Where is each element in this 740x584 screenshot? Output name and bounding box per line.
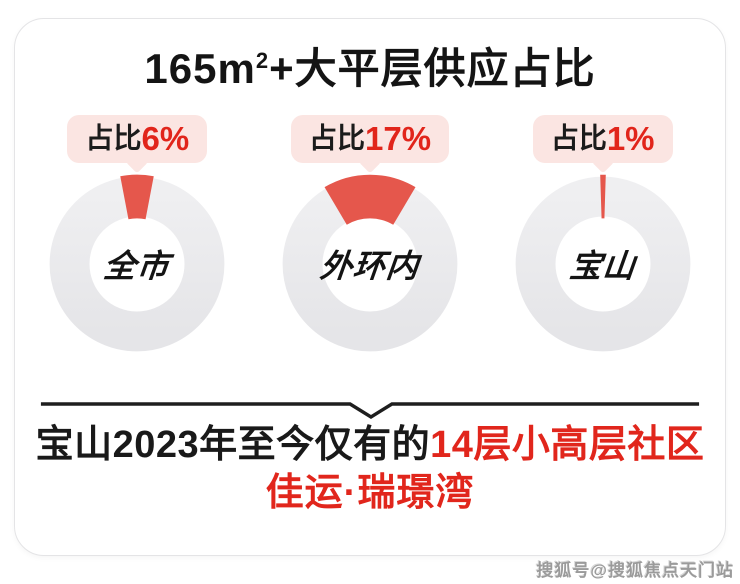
callout-prefix-label: 占比 [85,122,142,154]
donut-segment [48,174,227,354]
title-prefix: 165m [144,45,256,92]
watermark: 搜狐号@搜狐焦点天门站 [536,561,734,580]
donut-center-label: 宝山 [567,248,638,285]
divider-line [40,402,700,420]
callout-prefix-label: 占比 [308,122,365,154]
caption-line-1: 宝山2023年至今仅有的14层小高层社区 [15,423,725,468]
donut-chart: 全市 [42,169,232,359]
title-superscript: 2 [255,48,270,73]
callout-bubble: 占比1% [532,115,673,164]
chart-group-citywide: 占比6% 全市 [21,115,254,359]
caption-black-text: 宝山2023年至今仅有的 [35,424,431,467]
donut-segment [513,174,692,354]
caption-block: 宝山2023年至今仅有的14层小高层社区 佳运·瑞璟湾 [15,423,725,516]
donut-svg [280,174,460,354]
callout-value: 1% [606,120,655,158]
chart-group-baoshan: 占比1% 宝山 [486,115,719,359]
callout-bubble: 占比6% [67,115,208,164]
donut-segment [280,174,460,354]
callout-value: 6% [141,120,190,158]
chart-group-outer-ring: 占比17% 外环内 [254,115,487,359]
caption-line-2: 佳运·瑞璟湾 [265,472,475,515]
donut-chart: 外环内 [275,169,465,359]
donut-svg [48,174,227,354]
caption-red-text: 14层小高层社区 [430,424,705,467]
callout-bubble: 占比17% [290,115,450,164]
donut-svg [513,174,692,354]
chart-card: 165m2+大平层供应占比 占比6% [14,18,726,556]
donut-center-label: 外环内 [318,248,422,285]
donut-center-label: 全市 [102,248,173,285]
callout-prefix-label: 占比 [550,122,607,154]
page-title: 165m2+大平层供应占比 [15,45,725,93]
donut-charts-row: 占比6% 全市 [15,115,725,359]
callout-value: 17% [364,120,432,158]
title-suffix: +大平层供应占比 [269,45,596,92]
donut-chart: 宝山 [508,169,698,359]
